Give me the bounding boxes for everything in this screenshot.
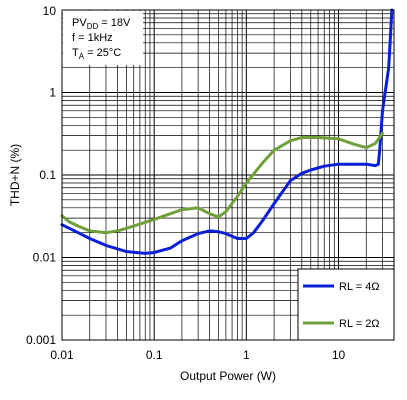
series-line-rl-2ohm bbox=[60, 131, 384, 235]
x-axis-label: Output Power (W) bbox=[180, 369, 276, 383]
series-line-rl-4ohm bbox=[60, 8, 394, 255]
legend-label: RL = 2Ω bbox=[339, 318, 380, 330]
x-tick-label: 10 bbox=[332, 348, 346, 362]
x-tick-labels: 0.01 0.1 1 10 bbox=[50, 348, 345, 362]
x-tick-label: 1 bbox=[243, 348, 250, 362]
legend: RL = 4Ω RL = 2Ω bbox=[297, 268, 395, 341]
y-tick-labels: 0.001 0.01 0.1 1 10 bbox=[26, 4, 56, 347]
x-tick-label: 0.1 bbox=[146, 348, 163, 362]
conditions-background bbox=[63, 11, 143, 65]
y-tick-label: 0.001 bbox=[26, 333, 56, 347]
x-tick-label: 0.01 bbox=[50, 348, 74, 362]
plot-area-border bbox=[61, 9, 395, 341]
y-tick-label: 0.1 bbox=[39, 168, 56, 182]
series-lines bbox=[60, 8, 394, 255]
condition-line: TA = 25°C bbox=[72, 47, 121, 61]
y-tick-label: 10 bbox=[43, 4, 57, 18]
y-tick-label: 1 bbox=[49, 86, 56, 100]
legend-box bbox=[297, 268, 395, 341]
condition-line: PVDD = 18V bbox=[72, 17, 131, 31]
y-axis-label: THD+N (%) bbox=[8, 144, 22, 206]
y-tick-label: 0.01 bbox=[33, 251, 57, 265]
condition-line: f = 1kHz bbox=[72, 32, 113, 44]
legend-label: RL = 4Ω bbox=[339, 281, 380, 293]
